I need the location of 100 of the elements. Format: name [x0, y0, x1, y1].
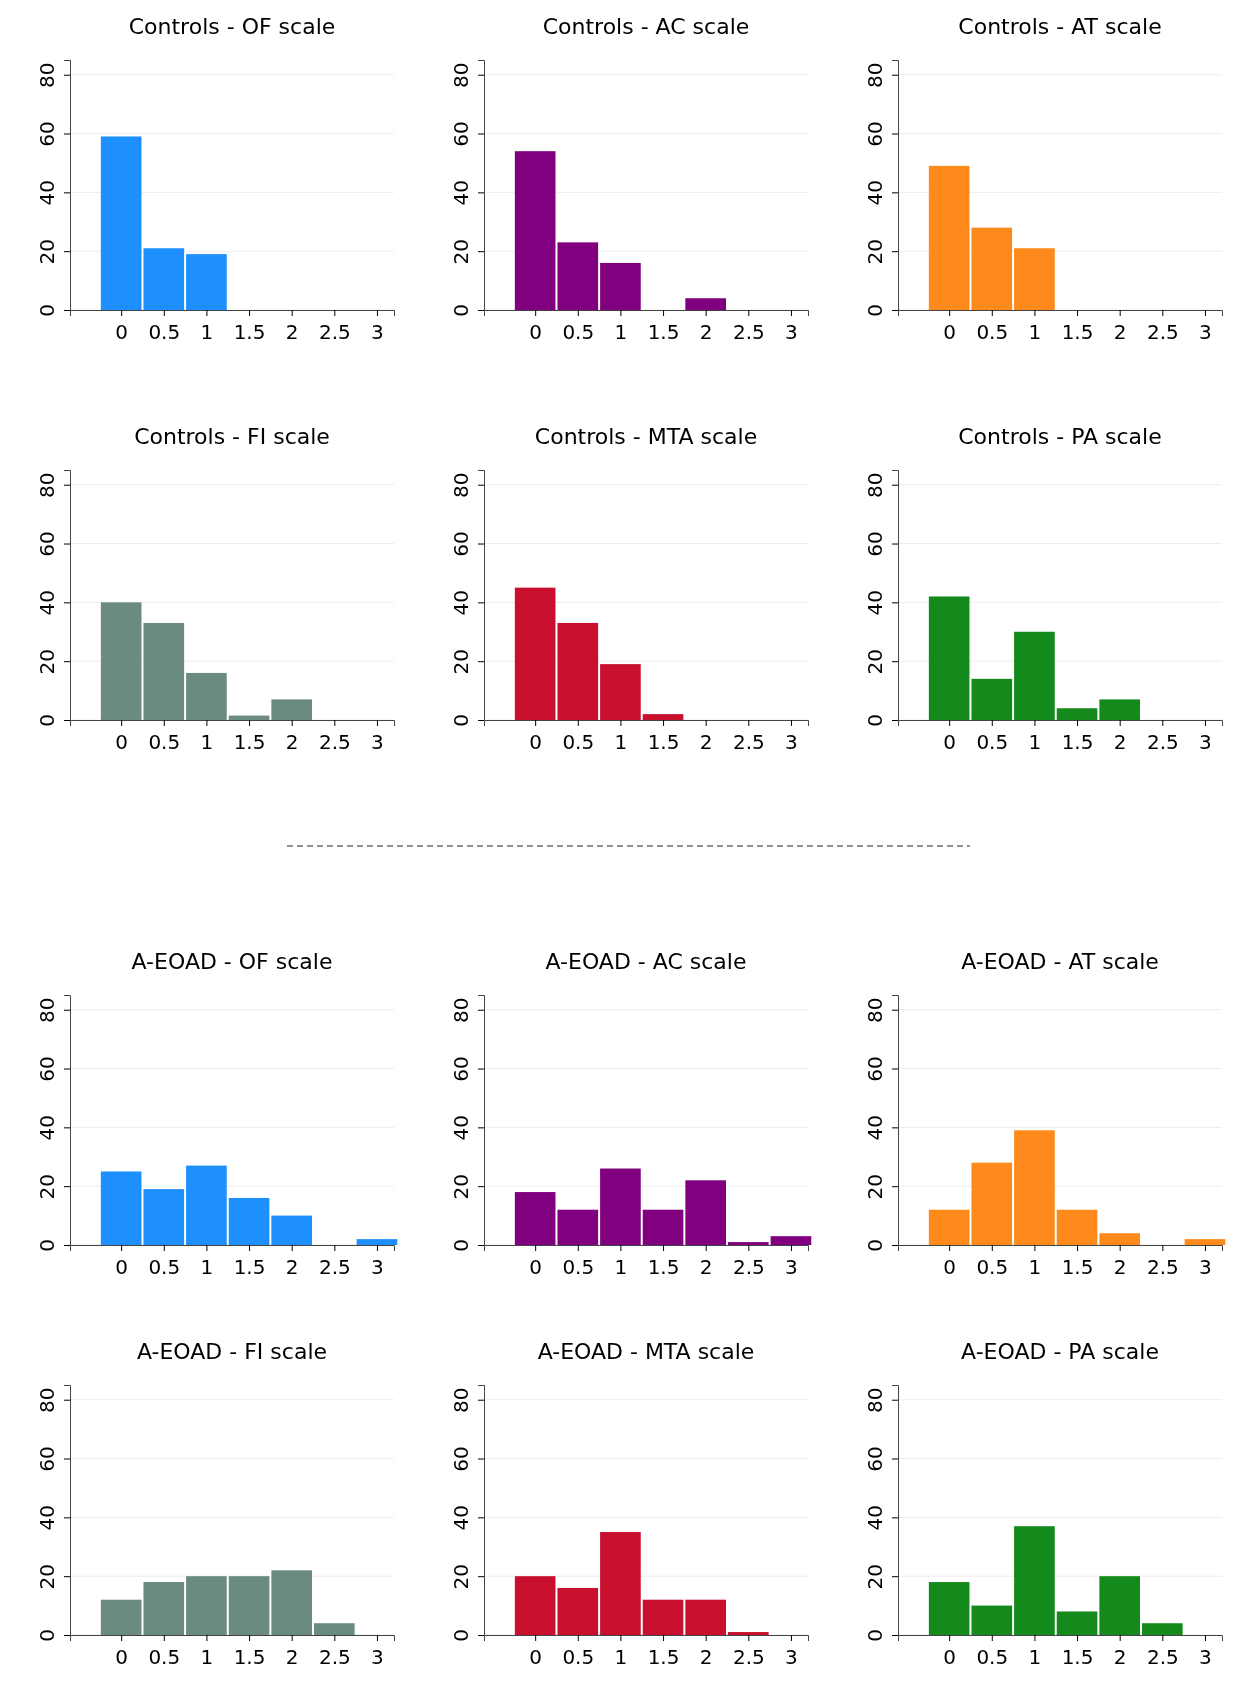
chart-title: A-EOAD - MTA scale [537, 1339, 755, 1364]
x-tick-label: 0 [115, 1255, 129, 1279]
y-tick-label: 0 [449, 714, 473, 727]
x-tick-label: 2.5 [318, 730, 351, 754]
chart-title: Controls - FI scale [134, 424, 330, 449]
y-tick-label: 60 [35, 531, 59, 557]
y-tick-label: 60 [449, 1056, 473, 1082]
x-tick-label: 2 [699, 1645, 713, 1669]
x-tick-label: 1.5 [233, 320, 266, 344]
x-tick-label: 3 [371, 730, 384, 754]
x-tick-label: 1.5 [233, 730, 266, 754]
y-tick-label: 20 [449, 1173, 473, 1200]
x-tick-label: 1 [200, 320, 214, 344]
x-tick-label: 2 [285, 730, 299, 754]
x-tick-label: 0 [529, 1645, 543, 1669]
x-tick-label: 0 [529, 320, 543, 344]
x-tick-label: 0.5 [562, 1255, 595, 1279]
chart-title: Controls - AC scale [542, 14, 750, 39]
x-tick-label: 2 [699, 730, 713, 754]
x-tick-label: 2 [1113, 730, 1127, 754]
y-tick-label: 0 [863, 304, 887, 317]
x-tick-label: 2.5 [1146, 320, 1179, 344]
x-tick-label: 2 [285, 1645, 299, 1669]
x-tick-label: 3 [1199, 1645, 1212, 1669]
y-tick-label: 0 [449, 1239, 473, 1252]
x-tick-label: 2.5 [1146, 1645, 1179, 1669]
y-tick-label: 80 [449, 62, 473, 88]
y-tick-label: 80 [863, 62, 887, 88]
y-tick-label: 60 [449, 1446, 473, 1472]
y-tick-label: 20 [35, 648, 59, 675]
y-tick-label: 0 [863, 714, 887, 727]
x-tick-label: 2.5 [318, 1255, 351, 1279]
x-tick-label: 2.5 [1146, 1255, 1179, 1279]
x-tick-label: 1 [200, 1255, 214, 1279]
x-tick-label: 3 [371, 1645, 384, 1669]
y-tick-label: 60 [863, 1446, 887, 1472]
x-tick-label: 0 [943, 1645, 957, 1669]
chart-title: A-EOAD - FI scale [136, 1339, 328, 1364]
x-tick-label: 1.5 [1061, 730, 1094, 754]
x-tick-label: 0.5 [148, 730, 181, 754]
x-tick-label: 0 [529, 1255, 543, 1279]
x-tick-label: 2.5 [1146, 730, 1179, 754]
y-tick-label: 0 [35, 1239, 59, 1252]
x-tick-label: 1.5 [647, 1645, 680, 1669]
y-tick-label: 0 [863, 1629, 887, 1642]
y-tick-label: 80 [449, 997, 473, 1023]
y-tick-label: 20 [863, 238, 887, 265]
x-tick-label: 2 [285, 1255, 299, 1279]
x-tick-label: 3 [785, 1645, 798, 1669]
x-tick-label: 2.5 [732, 1645, 765, 1669]
x-tick-label: 2.5 [732, 1255, 765, 1279]
x-tick-label: 0.5 [976, 1645, 1009, 1669]
x-tick-label: 3 [1199, 730, 1212, 754]
x-tick-label: 0.5 [562, 320, 595, 344]
x-tick-label: 0 [529, 730, 543, 754]
y-tick-label: 40 [35, 180, 59, 206]
y-tick-label: 60 [449, 531, 473, 557]
x-tick-label: 1.5 [647, 730, 680, 754]
y-tick-label: 20 [449, 1563, 473, 1590]
x-tick-label: 2 [699, 320, 713, 344]
x-tick-label: 1.5 [233, 1255, 266, 1279]
y-tick-label: 0 [863, 1239, 887, 1252]
x-tick-label: 1 [614, 320, 628, 344]
x-tick-label: 1 [614, 730, 628, 754]
chart-title: A-EOAD - PA scale [961, 1339, 1159, 1364]
y-tick-label: 60 [35, 1056, 59, 1082]
x-tick-label: 2.5 [732, 320, 765, 344]
y-tick-label: 80 [863, 997, 887, 1023]
y-tick-label: 60 [35, 1446, 59, 1472]
chart-title: A-EOAD - AC scale [545, 949, 747, 974]
y-tick-label: 40 [35, 1505, 59, 1531]
y-tick-label: 40 [863, 1115, 887, 1141]
y-tick-label: 80 [863, 1387, 887, 1413]
x-tick-label: 0.5 [562, 1645, 595, 1669]
y-tick-label: 20 [863, 1173, 887, 1200]
x-tick-label: 1 [1028, 1255, 1042, 1279]
x-tick-label: 2.5 [732, 730, 765, 754]
y-tick-label: 20 [863, 648, 887, 675]
x-tick-label: 0.5 [148, 320, 181, 344]
x-tick-label: 3 [371, 1255, 384, 1279]
x-tick-label: 0.5 [148, 1645, 181, 1669]
chart-title: Controls - PA scale [958, 424, 1162, 449]
x-tick-label: 3 [371, 320, 384, 344]
x-tick-label: 0.5 [148, 1255, 181, 1279]
y-tick-label: 80 [35, 472, 59, 498]
x-tick-label: 1.5 [647, 320, 680, 344]
x-tick-label: 0.5 [976, 1255, 1009, 1279]
x-tick-label: 2 [699, 1255, 713, 1279]
chart-title: Controls - AT scale [958, 14, 1162, 39]
y-tick-label: 40 [35, 1115, 59, 1141]
x-tick-label: 0 [115, 1645, 129, 1669]
x-tick-label: 1.5 [1061, 320, 1094, 344]
x-tick-label: 1 [200, 730, 214, 754]
x-tick-label: 1.5 [647, 1255, 680, 1279]
chart-title: Controls - MTA scale [534, 424, 758, 449]
y-tick-label: 40 [449, 590, 473, 616]
x-tick-label: 2 [285, 320, 299, 344]
y-tick-label: 80 [863, 472, 887, 498]
x-tick-label: 2 [1113, 1255, 1127, 1279]
x-tick-label: 0 [115, 320, 129, 344]
